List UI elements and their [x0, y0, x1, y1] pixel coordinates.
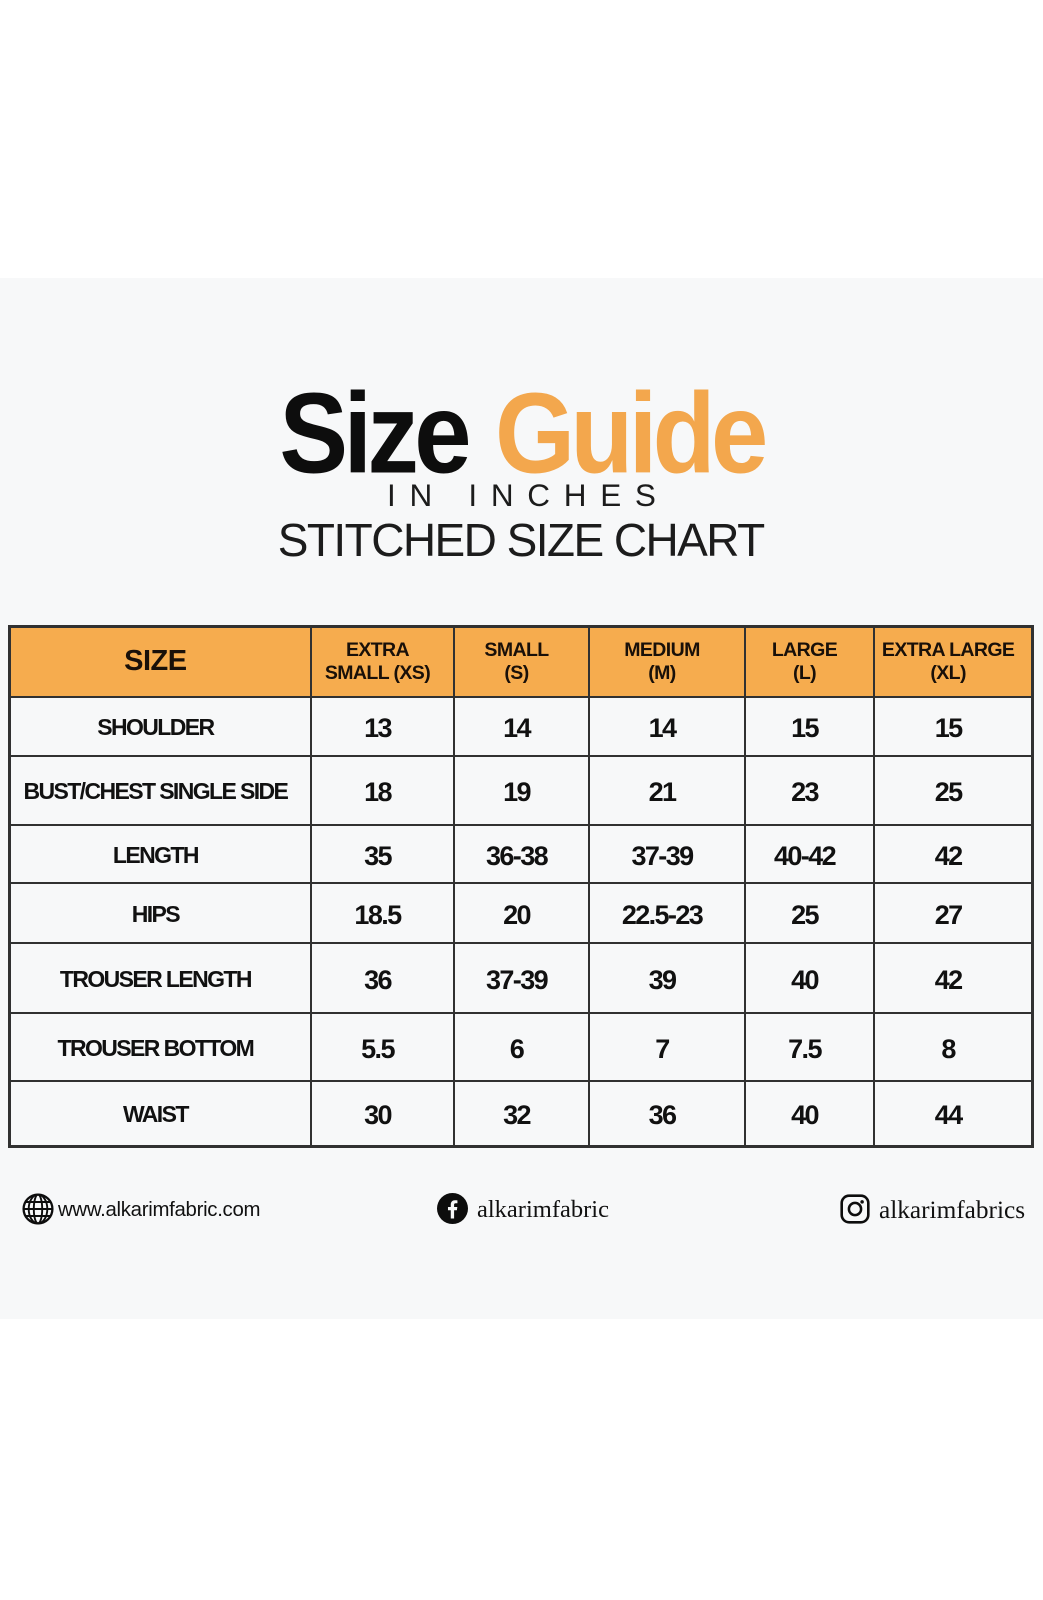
cell-bust-chest-single-side-small-s: 19 — [455, 757, 588, 824]
header-cell-size: SIZE — [11, 628, 310, 696]
cell-shoulder-medium-m: 14 — [590, 698, 744, 755]
cell-waist-extra-small-xs: 30 — [312, 1082, 453, 1145]
cell-trouser-bottom-extra-large-xl: 8 — [875, 1014, 1031, 1080]
cell-shoulder-extra-small-xs: 13 — [312, 698, 453, 755]
size-guide-flyer: Size Guide IN INCHES STITCHED SIZE CHART … — [0, 278, 1043, 1319]
row-label-waist: WAIST — [11, 1082, 310, 1145]
facebook-contact: alkarimfabric — [437, 1193, 609, 1224]
header-cell-medium-m: MEDIUM (M) — [590, 628, 744, 696]
header-cell-large-l: LARGE (L) — [746, 628, 873, 696]
cell-trouser-length-extra-large-xl: 42 — [875, 944, 1031, 1012]
instagram-handle: alkarimfabrics — [879, 1195, 1026, 1224]
header-cell-extra-large-xl: EXTRA LARGE (XL) — [875, 628, 1031, 696]
cell-hips-extra-small-xs: 18.5 — [312, 884, 453, 942]
cell-shoulder-small-s: 14 — [455, 698, 588, 755]
cell-length-large-l: 40-42 — [746, 826, 873, 882]
globe-icon — [22, 1193, 54, 1225]
website-url: www.alkarimfabric.com — [58, 1199, 261, 1221]
cell-trouser-bottom-medium-m: 7 — [590, 1014, 744, 1080]
instagram-contact: alkarimfabrics — [840, 1194, 1025, 1224]
cell-shoulder-large-l: 15 — [746, 698, 873, 755]
instagram-icon — [840, 1194, 870, 1224]
cell-waist-small-s: 32 — [455, 1082, 588, 1145]
row-label-bust-chest-single-side: BUST/CHEST SINGLE SIDE — [11, 757, 310, 824]
title-word-size: Size — [279, 369, 471, 498]
cell-trouser-bottom-extra-small-xs: 5.5 — [312, 1014, 453, 1080]
cell-length-small-s: 36-38 — [455, 826, 588, 882]
cell-hips-extra-large-xl: 27 — [875, 884, 1031, 942]
subtitle-stitched-size-chart: STITCHED SIZE CHART — [277, 514, 766, 566]
cell-trouser-length-small-s: 37-39 — [455, 944, 588, 1012]
header-cell-extra-small-xs: EXTRA SMALL (XS) — [312, 628, 453, 696]
cell-bust-chest-single-side-extra-small-xs: 18 — [312, 757, 453, 824]
cell-trouser-bottom-large-l: 7.5 — [746, 1014, 873, 1080]
row-label-trouser-length: TROUSER LENGTH — [11, 944, 310, 1012]
page-title: Size Guide — [0, 376, 1043, 491]
cell-shoulder-extra-large-xl: 15 — [875, 698, 1031, 755]
row-label-length: LENGTH — [11, 826, 310, 882]
cell-length-extra-large-xl: 42 — [875, 826, 1031, 882]
footer: www.alkarimfabric.com alkarimfabric alka… — [0, 1185, 1043, 1233]
cell-trouser-length-extra-small-xs: 36 — [312, 944, 453, 1012]
cell-waist-large-l: 40 — [746, 1082, 873, 1145]
cell-bust-chest-single-side-medium-m: 21 — [590, 757, 744, 824]
cell-hips-small-s: 20 — [455, 884, 588, 942]
cell-length-medium-m: 37-39 — [590, 826, 744, 882]
cell-hips-large-l: 25 — [746, 884, 873, 942]
cell-trouser-length-medium-m: 39 — [590, 944, 744, 1012]
cell-hips-medium-m: 22.5-23 — [590, 884, 744, 942]
cell-trouser-bottom-small-s: 6 — [455, 1014, 588, 1080]
title-word-guide: Guide — [494, 369, 768, 498]
row-label-hips: HIPS — [11, 884, 310, 942]
cell-waist-extra-large-xl: 44 — [875, 1082, 1031, 1145]
row-label-shoulder: SHOULDER — [11, 698, 310, 755]
cell-length-extra-small-xs: 35 — [312, 826, 453, 882]
cell-waist-medium-m: 36 — [590, 1082, 744, 1145]
facebook-icon — [437, 1193, 468, 1224]
facebook-handle: alkarimfabric — [477, 1195, 609, 1223]
cell-bust-chest-single-side-large-l: 23 — [746, 757, 873, 824]
website-contact: www.alkarimfabric.com — [22, 1193, 260, 1225]
subtitle-in-inches: IN INCHES — [387, 477, 670, 513]
size-chart-table: SIZE EXTRA SMALL (XS) SMALL (S) MEDIUM (M) LARG… — [8, 625, 1034, 1148]
cell-bust-chest-single-side-extra-large-xl: 25 — [875, 757, 1031, 824]
cell-trouser-length-large-l: 40 — [746, 944, 873, 1012]
header-cell-small-s: SMALL (S) — [455, 628, 588, 696]
row-label-trouser-bottom: TROUSER BOTTOM — [11, 1014, 310, 1080]
